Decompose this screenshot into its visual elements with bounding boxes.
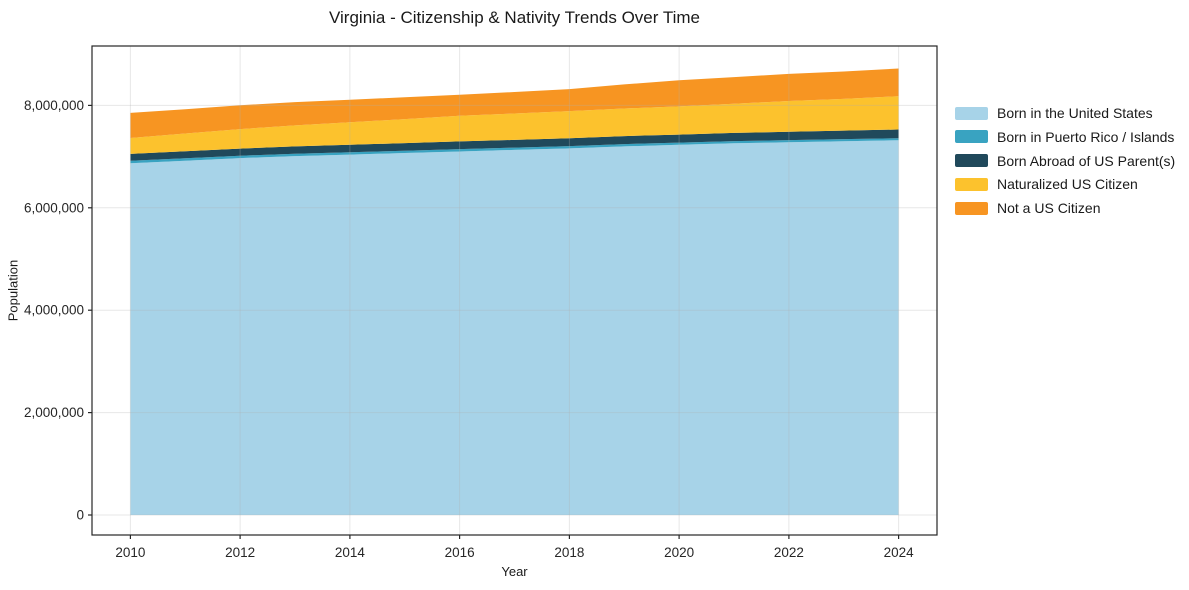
legend-item: Born in Puerto Rico / Islands (955, 127, 1174, 147)
x-tick-label: 2018 (554, 545, 584, 560)
area-series-2 (130, 129, 899, 161)
y-axis-label: Population (5, 259, 21, 322)
plot-border (91, 45, 938, 536)
legend-label: Born in Puerto Rico / Islands (997, 128, 1175, 145)
y-tick-label: 8,000,000 (24, 98, 84, 113)
legend-item: Born in the United States (955, 103, 1153, 123)
area-series-3 (130, 96, 899, 154)
x-tick-label: 2016 (445, 545, 475, 560)
legend-item: Naturalized US Citizen (955, 174, 1138, 194)
legend: Born in the United States Born in Puerto … (955, 0, 1189, 590)
legend-label: Born Abroad of US Parent(s) (997, 152, 1176, 169)
legend-swatch (955, 177, 988, 191)
area-series-0 (130, 140, 899, 515)
x-tick-label: 2010 (115, 545, 145, 560)
y-tick-label: 2,000,000 (24, 405, 84, 420)
x-axis-label: Year (501, 564, 528, 579)
legend-label: Not a US Citizen (997, 200, 1101, 216)
chart-title: Virginia - Citizenship & Nativity Trends… (329, 8, 700, 27)
legend-item: Born Abroad of US Parent(s) (955, 151, 1175, 171)
x-tick-label: 2020 (664, 545, 694, 560)
legend-swatch (955, 201, 988, 215)
y-tick-label: 4,000,000 (24, 303, 84, 318)
x-tick-label: 2024 (884, 545, 915, 560)
y-tick-label: 0 (76, 507, 84, 522)
x-tick-label: 2012 (225, 545, 255, 560)
x-tick-label: 2014 (335, 545, 366, 560)
x-tick-label: 2022 (774, 545, 804, 560)
legend-swatch (955, 130, 988, 144)
legend-swatch (955, 154, 988, 167)
legend-label: Naturalized US Citizen (997, 176, 1138, 193)
area-series-1 (130, 138, 899, 164)
legend-item: Not a US Citizen (955, 198, 1100, 218)
y-tick-label: 6,000,000 (24, 200, 84, 215)
legend-swatch (955, 106, 988, 120)
area-series-4 (130, 68, 899, 138)
legend-label: Born in the United States (997, 105, 1153, 121)
